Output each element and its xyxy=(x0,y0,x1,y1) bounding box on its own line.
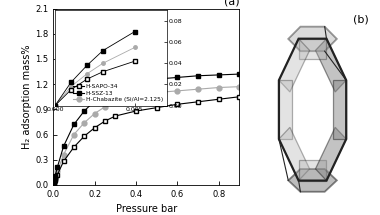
Polygon shape xyxy=(299,39,326,59)
Polygon shape xyxy=(279,39,310,92)
Y-axis label: H₂ adsorption mass%: H₂ adsorption mass% xyxy=(22,45,32,149)
Text: (a): (a) xyxy=(224,0,239,7)
X-axis label: Pressure bar: Pressure bar xyxy=(116,204,177,214)
Polygon shape xyxy=(288,169,337,192)
Polygon shape xyxy=(333,80,346,139)
Polygon shape xyxy=(288,27,337,51)
Text: (b): (b) xyxy=(353,15,369,25)
Polygon shape xyxy=(279,80,292,139)
Legend: H-SAPO-34, H-SSZ-13, H-Chabazite (Si/Al=2.125): H-SAPO-34, H-SSZ-13, H-Chabazite (Si/Al=… xyxy=(71,82,165,105)
Polygon shape xyxy=(299,160,326,181)
Polygon shape xyxy=(279,127,310,181)
Polygon shape xyxy=(315,127,346,181)
Polygon shape xyxy=(315,39,346,92)
